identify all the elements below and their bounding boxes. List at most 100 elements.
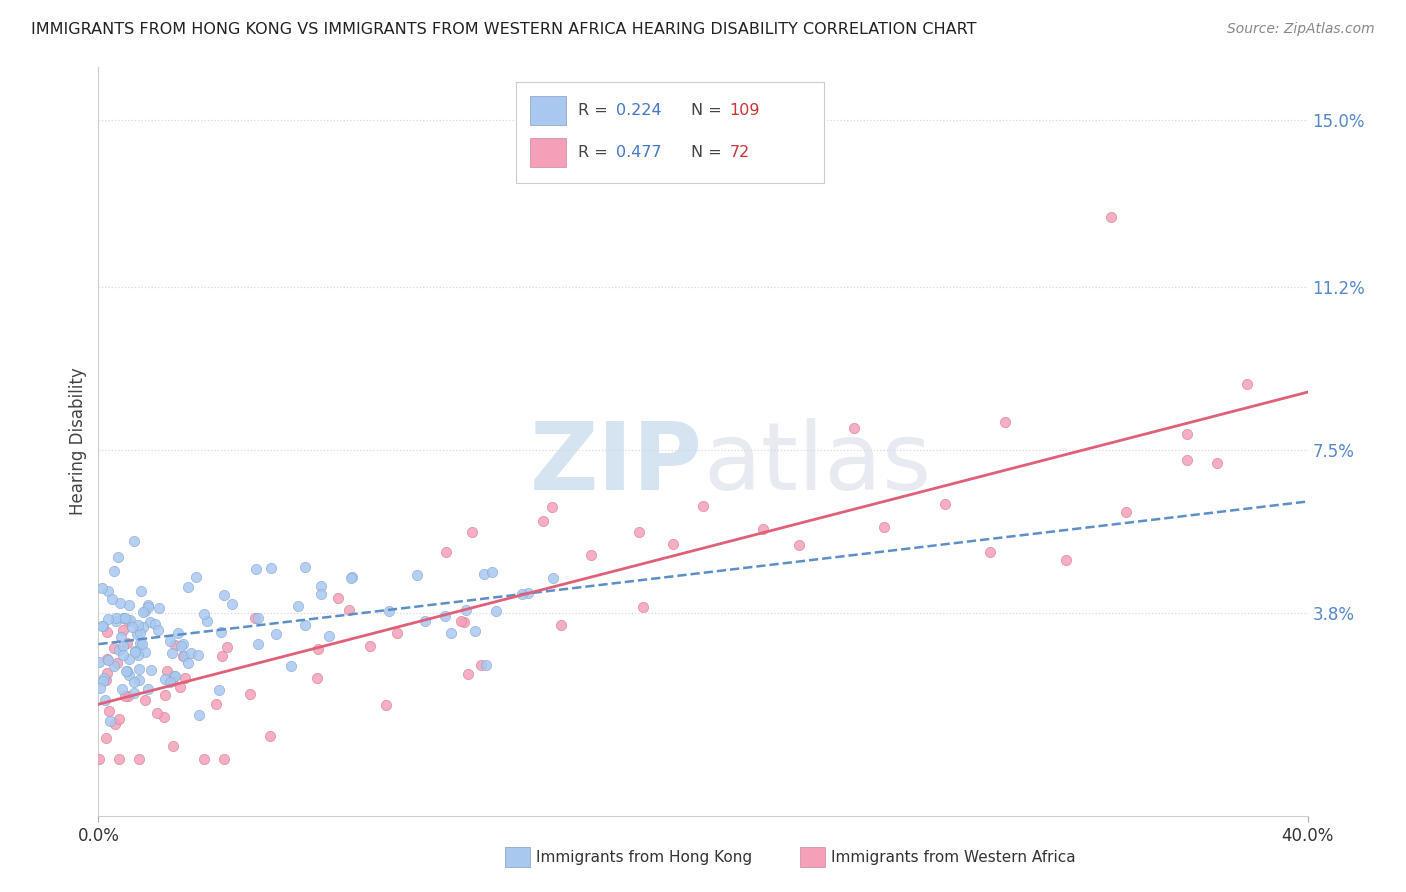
Point xyxy=(160,647,183,661)
Point xyxy=(91,619,114,633)
Point xyxy=(166,625,188,640)
Point xyxy=(127,618,149,632)
Point xyxy=(280,658,302,673)
Point xyxy=(375,698,398,713)
Point xyxy=(187,648,209,662)
Point xyxy=(472,566,495,581)
Point xyxy=(662,537,685,551)
Point xyxy=(117,636,139,650)
Point xyxy=(211,649,233,664)
Point xyxy=(117,689,139,703)
Point xyxy=(294,618,316,632)
Point xyxy=(184,570,207,584)
Point xyxy=(1236,377,1258,392)
Point xyxy=(146,706,169,720)
Point xyxy=(103,641,125,656)
Point xyxy=(159,674,181,689)
Bar xyxy=(530,138,567,167)
Point xyxy=(153,688,176,702)
Point xyxy=(118,652,141,666)
Point xyxy=(787,538,810,552)
Point xyxy=(318,629,340,643)
Point xyxy=(94,673,117,687)
Point xyxy=(124,643,146,657)
Point xyxy=(531,514,554,528)
Point xyxy=(97,704,120,718)
Point xyxy=(1115,505,1137,519)
Point xyxy=(93,673,115,688)
Point xyxy=(173,648,195,663)
Point xyxy=(180,647,202,661)
Text: ZIP: ZIP xyxy=(530,418,703,510)
Point xyxy=(89,752,111,766)
Point xyxy=(844,421,866,435)
Point xyxy=(994,415,1017,429)
Point xyxy=(97,612,120,626)
Text: 0.477: 0.477 xyxy=(616,145,662,160)
Point xyxy=(287,599,309,613)
Point xyxy=(377,604,399,618)
Point xyxy=(134,604,156,618)
Point xyxy=(979,545,1001,559)
Point xyxy=(470,658,492,673)
Point xyxy=(159,633,181,648)
Point xyxy=(193,752,215,766)
Point xyxy=(129,583,152,598)
Point xyxy=(294,560,316,574)
Point xyxy=(1054,553,1077,567)
Text: N =: N = xyxy=(690,103,727,118)
Point xyxy=(550,617,572,632)
Point xyxy=(104,614,127,628)
Point xyxy=(208,683,231,698)
Point xyxy=(128,673,150,688)
Point xyxy=(97,653,120,667)
Point xyxy=(96,652,118,666)
Point xyxy=(239,687,262,701)
Point xyxy=(103,564,125,578)
Point xyxy=(342,570,364,584)
Point xyxy=(100,714,122,729)
Point xyxy=(131,605,153,619)
Point xyxy=(129,635,152,649)
Point xyxy=(221,598,243,612)
Bar xyxy=(530,96,567,125)
Point xyxy=(173,671,195,685)
Point xyxy=(127,648,149,662)
Point xyxy=(108,643,131,657)
Point xyxy=(96,625,118,640)
Text: Immigrants from Western Africa: Immigrants from Western Africa xyxy=(831,850,1076,864)
Point xyxy=(136,599,159,614)
Point xyxy=(510,587,533,601)
Point xyxy=(307,642,329,657)
Point xyxy=(111,611,134,625)
Point xyxy=(631,599,654,614)
Point xyxy=(105,657,128,671)
Point xyxy=(540,500,562,514)
Point xyxy=(146,623,169,637)
Point xyxy=(120,613,142,627)
Point xyxy=(305,671,328,685)
Point xyxy=(188,708,211,723)
Text: Source: ZipAtlas.com: Source: ZipAtlas.com xyxy=(1227,22,1375,37)
Point xyxy=(1099,210,1122,224)
Point xyxy=(457,666,479,681)
Point xyxy=(96,666,118,681)
Point xyxy=(134,693,156,707)
Point xyxy=(122,686,145,700)
Point xyxy=(96,731,118,745)
Point xyxy=(122,675,145,690)
Point xyxy=(934,497,956,511)
Point xyxy=(439,625,461,640)
Point xyxy=(124,645,146,659)
Point xyxy=(209,625,232,640)
Point xyxy=(456,603,478,617)
Point xyxy=(115,664,138,678)
Point xyxy=(169,639,191,653)
Point xyxy=(309,586,332,600)
Point xyxy=(136,681,159,696)
Point xyxy=(134,645,156,659)
Point xyxy=(94,693,117,707)
Point xyxy=(107,549,129,564)
Point xyxy=(156,664,179,678)
Point xyxy=(177,580,200,594)
